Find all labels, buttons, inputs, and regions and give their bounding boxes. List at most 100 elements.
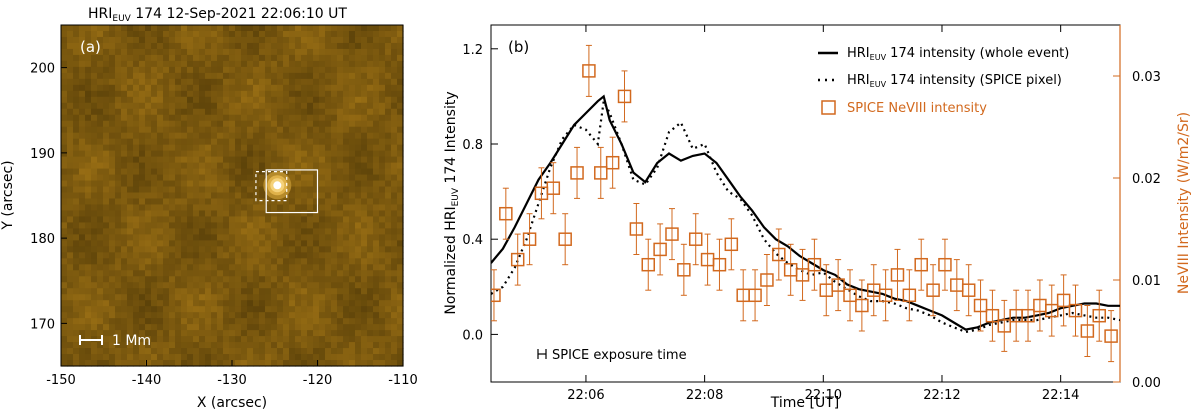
image-pixel <box>181 336 188 343</box>
image-pixel <box>367 294 374 301</box>
image-pixel <box>319 90 326 98</box>
image-pixel <box>313 336 320 343</box>
image-pixel <box>139 240 146 247</box>
image-pixel <box>187 228 194 235</box>
image-pixel <box>277 198 284 206</box>
image-pixel <box>391 342 398 349</box>
image-pixel <box>301 138 308 146</box>
image-pixel <box>247 276 254 283</box>
image-pixel <box>259 270 266 277</box>
image-pixel <box>253 288 260 295</box>
image-pixel <box>193 78 200 86</box>
image-pixel <box>277 258 284 265</box>
image-pixel <box>103 270 110 277</box>
image-pixel <box>133 162 140 170</box>
image-pixel <box>85 222 92 229</box>
image-pixel <box>163 180 170 188</box>
image-pixel <box>241 198 248 206</box>
image-pixel <box>253 336 260 343</box>
image-pixel <box>397 144 404 152</box>
image-pixel <box>103 162 110 170</box>
image-pixel <box>223 132 230 140</box>
image-pixel <box>337 192 344 200</box>
image-pixel <box>181 234 188 241</box>
image-pixel <box>217 288 224 295</box>
image-pixel <box>103 132 110 140</box>
image-pixel <box>307 114 314 122</box>
image-pixel <box>229 240 236 247</box>
image-pixel <box>139 234 146 241</box>
image-pixel <box>391 144 398 152</box>
image-pixel <box>277 324 284 331</box>
image-pixel <box>169 25 176 32</box>
image-pixel <box>67 324 74 331</box>
image-pixel <box>211 78 218 86</box>
image-pixel <box>331 336 338 343</box>
image-pixel <box>337 120 344 128</box>
image-pixel <box>133 342 140 349</box>
image-pixel <box>205 102 212 110</box>
image-pixel <box>91 318 98 325</box>
image-pixel <box>61 258 68 265</box>
image-pixel <box>103 276 110 283</box>
image-pixel <box>181 216 188 224</box>
spice-point <box>902 288 917 303</box>
image-pixel <box>379 354 386 361</box>
image-pixel <box>223 222 230 229</box>
image-pixel <box>67 48 74 56</box>
image-pixel <box>241 36 248 44</box>
image-pixel <box>277 234 284 241</box>
image-pixel <box>133 48 140 56</box>
image-pixel <box>97 96 104 104</box>
image-pixel <box>223 162 230 170</box>
image-pixel <box>73 312 80 319</box>
image-pixel <box>79 210 86 218</box>
image-pixel <box>277 306 284 313</box>
image-pixel <box>163 162 170 170</box>
image-pixel <box>73 30 80 38</box>
image-pixel <box>163 240 170 247</box>
image-pixel <box>367 318 374 325</box>
image-pixel <box>277 300 284 307</box>
image-pixel <box>133 288 140 295</box>
image-pixel <box>331 348 338 355</box>
image-pixel <box>379 294 386 301</box>
image-pixel <box>121 348 128 355</box>
image-pixel <box>187 78 194 86</box>
image-pixel <box>337 25 344 32</box>
image-pixel <box>79 78 86 86</box>
image-pixel <box>169 186 176 194</box>
image-pixel <box>133 240 140 247</box>
image-pixel <box>217 360 224 367</box>
image-pixel <box>295 264 302 271</box>
image-pixel <box>73 186 80 194</box>
image-pixel <box>337 216 344 224</box>
image-pixel <box>397 25 404 32</box>
image-pixel <box>319 270 326 277</box>
image-pixel <box>175 30 182 38</box>
image-pixel <box>265 102 272 110</box>
image-pixel <box>283 54 290 62</box>
image-pixel <box>349 102 356 110</box>
image-pixel <box>175 156 182 164</box>
image-pixel <box>217 66 224 74</box>
spice-point <box>522 232 537 246</box>
image-pixel <box>67 300 74 307</box>
image-pixel <box>85 192 92 200</box>
image-pixel <box>175 72 182 80</box>
image-pixel <box>139 150 146 158</box>
image-pixel <box>391 162 398 170</box>
image-pixel <box>61 336 68 343</box>
image-pixel <box>205 78 212 86</box>
image-pixel <box>271 126 278 134</box>
image-pixel <box>73 330 80 337</box>
image-pixel <box>325 108 332 116</box>
image-pixel <box>91 72 98 80</box>
image-pixel <box>391 318 398 325</box>
image-pixel <box>337 78 344 86</box>
image-pixel <box>361 114 368 122</box>
image-pixel <box>85 294 92 301</box>
image-pixel <box>127 120 134 128</box>
image-pixel <box>373 336 380 343</box>
image-pixel <box>109 90 116 98</box>
